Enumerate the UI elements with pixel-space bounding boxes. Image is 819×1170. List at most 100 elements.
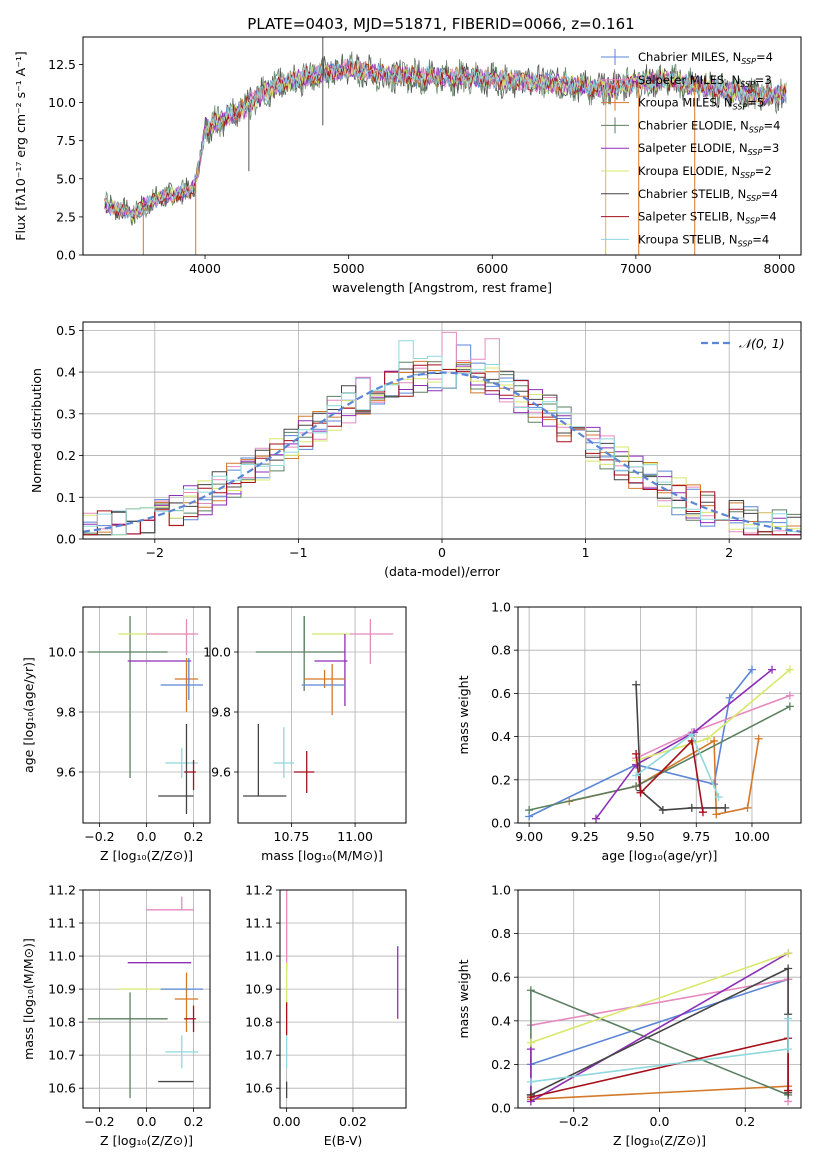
x-tick-label: 0.0	[137, 829, 157, 844]
y-tick-label: 10.9	[48, 982, 76, 997]
chart-weight-vs-age: 9.00 9.25 9.50 9.75 10.00 0.0 0.2 0.4 0.6 0.8 1.0 a…	[456, 600, 802, 863]
x-tick-label: 4000	[189, 261, 221, 276]
y-tick-label: 10.7	[48, 1048, 76, 1063]
weight-line	[569, 738, 760, 816]
weight-marker	[784, 1014, 793, 1023]
y-tick-label: 11.1	[245, 916, 273, 931]
x-axis-label: mass [log₁₀(M/M⊙)]	[261, 848, 383, 863]
weight-marker	[714, 793, 723, 802]
y-axis-label: Normed distribution	[29, 368, 44, 493]
x-tick-label: 0.02	[339, 1114, 367, 1129]
x-axis-label: Z [log₁₀(Z/Z⊙)]	[613, 1133, 706, 1148]
y-tick-label: 10.0	[48, 645, 76, 660]
legend-label: Kroupa MILES, NSSP=5	[638, 96, 764, 112]
legend: 𝒩(0, 1)	[701, 336, 785, 351]
y-tick-label: 1.0	[491, 883, 511, 898]
y-tick-label: 1.0	[491, 600, 511, 615]
x-tick-label: 10.00	[734, 829, 770, 844]
y-axis-label: Flux [fλ10⁻¹⁷ erg cm⁻² s⁻¹ A⁻¹]	[13, 51, 28, 240]
y-tick-label: 0.1	[56, 490, 76, 505]
weight-marker	[526, 1093, 535, 1102]
weight-marker	[632, 771, 641, 780]
y-tick-label: 0.4	[56, 365, 76, 380]
legend-label: Chabrier MILES, NSSP=4	[638, 50, 773, 66]
y-tick-label: 5.0	[56, 171, 76, 186]
x-tick-label: 0.2	[184, 1114, 204, 1129]
y-tick-label: 0.4	[491, 729, 511, 744]
y-tick-label: 9.8	[56, 705, 76, 720]
weight-marker	[526, 1038, 535, 1047]
y-tick-label: 0.8	[491, 926, 511, 941]
x-axis-label: Z [log₁₀(Z/Z⊙)]	[100, 1133, 193, 1148]
y-tick-label: 0.5	[56, 323, 76, 338]
plot-area	[87, 616, 203, 814]
chart-mass-vs-Z: −0.2 0.0 0.2 10.6 10.7 10.8 10.9 11.0 11.1 11.2 Z …	[21, 883, 211, 1148]
x-axis-label: age [log₁₀(age/yr)]	[602, 848, 718, 863]
y-tick-label: 10.0	[48, 95, 76, 110]
legend: Chabrier MILES, NSSP=4 Salpeter MILES, NS…	[601, 49, 780, 248]
x-tick-label: 0	[438, 545, 446, 560]
x-axis-label: Z [log₁₀(Z/Z⊙)]	[100, 848, 193, 863]
weight-marker	[743, 803, 752, 812]
plot-area	[104, 37, 787, 255]
weight-marker	[526, 1077, 535, 1086]
axes-frame	[279, 889, 407, 1109]
y-axis-label: mass [log₁₀(M/M⊙)]	[21, 938, 36, 1060]
plot-area	[285, 890, 399, 1099]
y-tick-label: 9.6	[56, 765, 76, 780]
weight-line	[595, 668, 773, 820]
weight-line	[530, 952, 789, 1044]
plot-area	[87, 896, 203, 1099]
weight-marker	[526, 986, 535, 995]
weight-marker	[632, 749, 641, 758]
x-tick-label: 5000	[333, 261, 365, 276]
weight-marker	[636, 788, 645, 797]
legend-label: 𝒩(0, 1)	[739, 336, 785, 351]
weight-marker	[658, 806, 667, 815]
histogram-step	[83, 365, 801, 536]
x-tick-label: 2	[725, 545, 733, 560]
x-tick-label: 7000	[620, 261, 652, 276]
chart-weight-vs-Z: −0.2 0.0 0.2 0.0 0.2 0.4 0.6 0.8 1.0 Z [log₁₀(Z/Z…	[456, 883, 802, 1148]
axes-frame	[237, 606, 407, 824]
x-tick-label: 9.25	[571, 829, 599, 844]
y-tick-label: 11.2	[245, 883, 273, 898]
y-tick-label: 0.2	[56, 448, 76, 463]
weight-marker	[632, 782, 641, 791]
weight-marker	[785, 691, 794, 700]
chart-age-vs-mass: 10.75 11.00 9.6 9.8 10.0 mass [log₁₀(M/M⊙)]	[203, 606, 407, 863]
y-tick-label: 0.8	[491, 643, 511, 658]
y-tick-label: 10.6	[48, 1081, 76, 1096]
y-axis-label: mass weight	[456, 675, 471, 754]
y-tick-label: 0.6	[491, 686, 511, 701]
weight-marker	[785, 665, 794, 674]
weight-marker	[784, 964, 793, 973]
x-axis-label: E(B-V)	[324, 1133, 363, 1148]
x-tick-label: 0.2	[184, 829, 204, 844]
y-tick-label: 11.2	[48, 883, 76, 898]
weight-marker	[721, 803, 730, 812]
axes-frame	[82, 36, 802, 256]
x-tick-label: 11.00	[337, 829, 373, 844]
x-tick-label: 9.50	[627, 829, 655, 844]
y-tick-label: 0.0	[491, 816, 511, 831]
y-tick-label: 0.3	[56, 406, 76, 421]
legend-label: Kroupa ELODIE, NSSP=2	[638, 164, 772, 180]
y-axis-label: age [log₁₀(age/yr)]	[21, 657, 36, 773]
weight-marker	[784, 1086, 793, 1095]
weight-marker	[725, 693, 734, 702]
figure-title: PLATE=0403, MJD=51871, FIBERID=0066, z=0…	[247, 15, 634, 33]
y-tick-label: 10.8	[48, 1015, 76, 1030]
y-tick-label: 10.8	[245, 1015, 273, 1030]
x-tick-label: 0.00	[273, 1114, 301, 1129]
plot-area	[526, 949, 793, 1106]
y-tick-label: 11.0	[245, 949, 273, 964]
weight-marker	[591, 814, 600, 823]
plot-area	[525, 665, 794, 823]
weight-marker	[784, 1045, 793, 1054]
y-tick-label: 12.5	[48, 57, 76, 72]
y-tick-label: 10.7	[245, 1048, 273, 1063]
y-tick-label: 0.0	[491, 1101, 511, 1116]
weight-marker	[687, 730, 696, 739]
